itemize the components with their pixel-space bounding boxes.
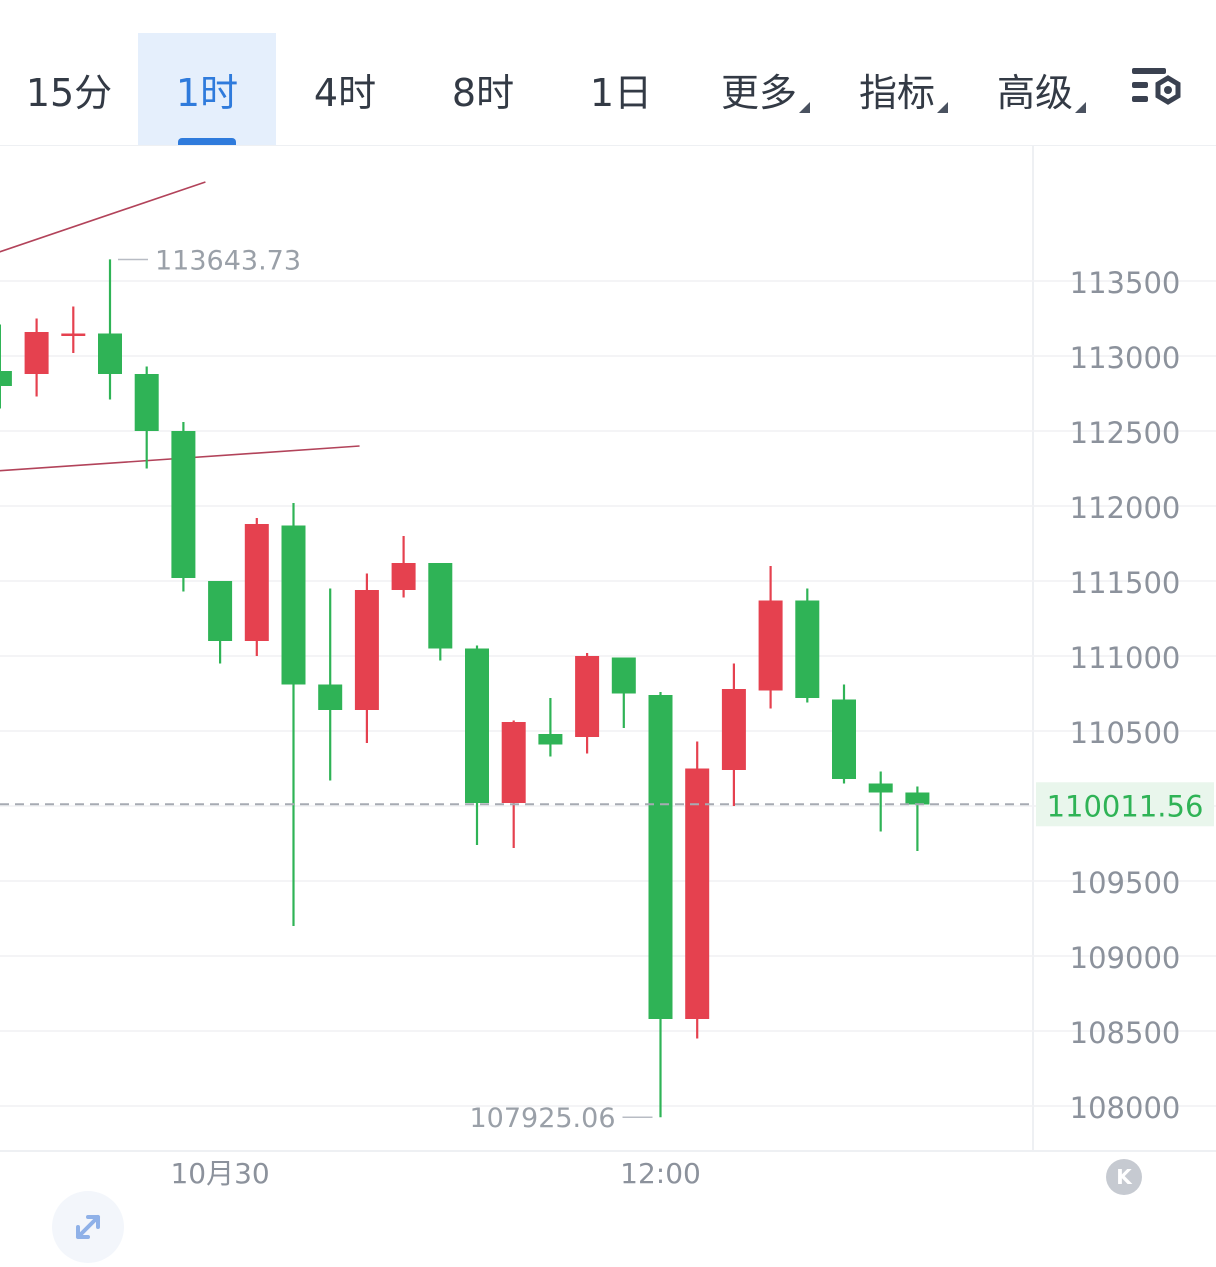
candle-body[interactable]: [685, 768, 710, 1020]
candle-body[interactable]: [61, 333, 86, 337]
candle-body[interactable]: [905, 792, 930, 805]
candle-body[interactable]: [611, 657, 636, 694]
candle-body[interactable]: [465, 648, 489, 804]
expand-icon: [76, 1215, 100, 1239]
candle-body[interactable]: [538, 734, 563, 745]
current-price-label: 110011.56: [1047, 789, 1204, 823]
candle-body[interactable]: [575, 656, 600, 737]
candle-body[interactable]: [795, 600, 820, 699]
candle-body[interactable]: [648, 695, 673, 1019]
tab-0[interactable]: 15分: [0, 33, 138, 145]
tab-label: 指标: [858, 70, 935, 115]
y-tick-label: 112500: [1070, 416, 1181, 450]
candle-body[interactable]: [171, 431, 196, 578]
candle-body[interactable]: [0, 371, 12, 386]
tab-label: 1时: [175, 70, 239, 115]
k-icon: K: [1116, 1165, 1132, 1189]
candle-body[interactable]: [244, 524, 269, 641]
y-tick-label: 112000: [1070, 491, 1181, 525]
k-line-button[interactable]: K: [1106, 1159, 1142, 1195]
candle-body[interactable]: [832, 699, 856, 780]
candle-body[interactable]: [98, 333, 122, 375]
tab-3[interactable]: 8时: [414, 33, 552, 145]
y-tick-label: 109500: [1070, 866, 1181, 900]
y-tick-label: 113000: [1070, 341, 1181, 375]
candle-body[interactable]: [354, 590, 379, 710]
y-tick-label: 113500: [1070, 266, 1181, 300]
y-tick-label: 111500: [1070, 566, 1181, 600]
candle-body[interactable]: [758, 600, 783, 691]
high-price-label: 113643.73: [155, 245, 301, 276]
dropdown-caret-icon: [937, 102, 948, 113]
chart-canvas[interactable]: 108000 108500 109000 109500 110500 111000 1115…: [0, 146, 1216, 1196]
tab-5[interactable]: 更多: [690, 33, 828, 145]
tab-label: 8时: [451, 70, 515, 115]
x-tick-label: 10月30: [170, 1157, 269, 1190]
tab-1[interactable]: 1时: [138, 33, 276, 145]
candle-body[interactable]: [208, 581, 233, 641]
tab-label: 4时: [313, 70, 377, 115]
candle-body[interactable]: [428, 563, 453, 649]
dropdown-caret-icon: [1075, 102, 1086, 113]
candle-body[interactable]: [721, 689, 746, 770]
trendline: [0, 181, 206, 253]
dropdown-caret-icon: [799, 102, 810, 113]
expand-fullscreen-button[interactable]: [52, 1191, 124, 1263]
tab-2[interactable]: 4时: [276, 33, 414, 145]
tab-label: 15分: [25, 70, 113, 115]
chart-toolbar: 15分 1时 4时 8时 1日 更多 指标 高级: [0, 0, 1216, 146]
active-tab-indicator: [178, 138, 236, 145]
x-tick-label: 12:00: [620, 1157, 701, 1190]
tab-label: 高级: [996, 70, 1073, 115]
candle-body[interactable]: [24, 332, 49, 374]
tab-7[interactable]: 高级: [966, 33, 1104, 145]
candle-body[interactable]: [134, 374, 159, 431]
y-tick-label: 108000: [1070, 1091, 1181, 1125]
candle-body[interactable]: [391, 563, 416, 590]
tab-4[interactable]: 1日: [552, 33, 690, 145]
candle-body[interactable]: [318, 684, 343, 711]
y-tick-label: 109000: [1070, 941, 1181, 975]
tab-label: 1日: [589, 70, 653, 115]
chart-settings-icon[interactable]: [1128, 64, 1188, 116]
y-tick-label: 111000: [1070, 641, 1181, 675]
candle-body[interactable]: [281, 525, 306, 685]
candle-body[interactable]: [501, 722, 526, 803]
y-tick-label: 108500: [1070, 1016, 1181, 1050]
tab-label: 更多: [720, 70, 797, 115]
y-tick-label: 110500: [1070, 716, 1181, 750]
tab-6[interactable]: 指标: [828, 33, 966, 145]
candle-body[interactable]: [868, 783, 893, 793]
current-price-tag-bg: [1036, 782, 1214, 827]
low-price-label: 107925.06: [469, 1103, 615, 1134]
candlestick-chart[interactable]: 108000 108500 109000 109500 110500 111000 1115…: [0, 146, 1216, 1263]
